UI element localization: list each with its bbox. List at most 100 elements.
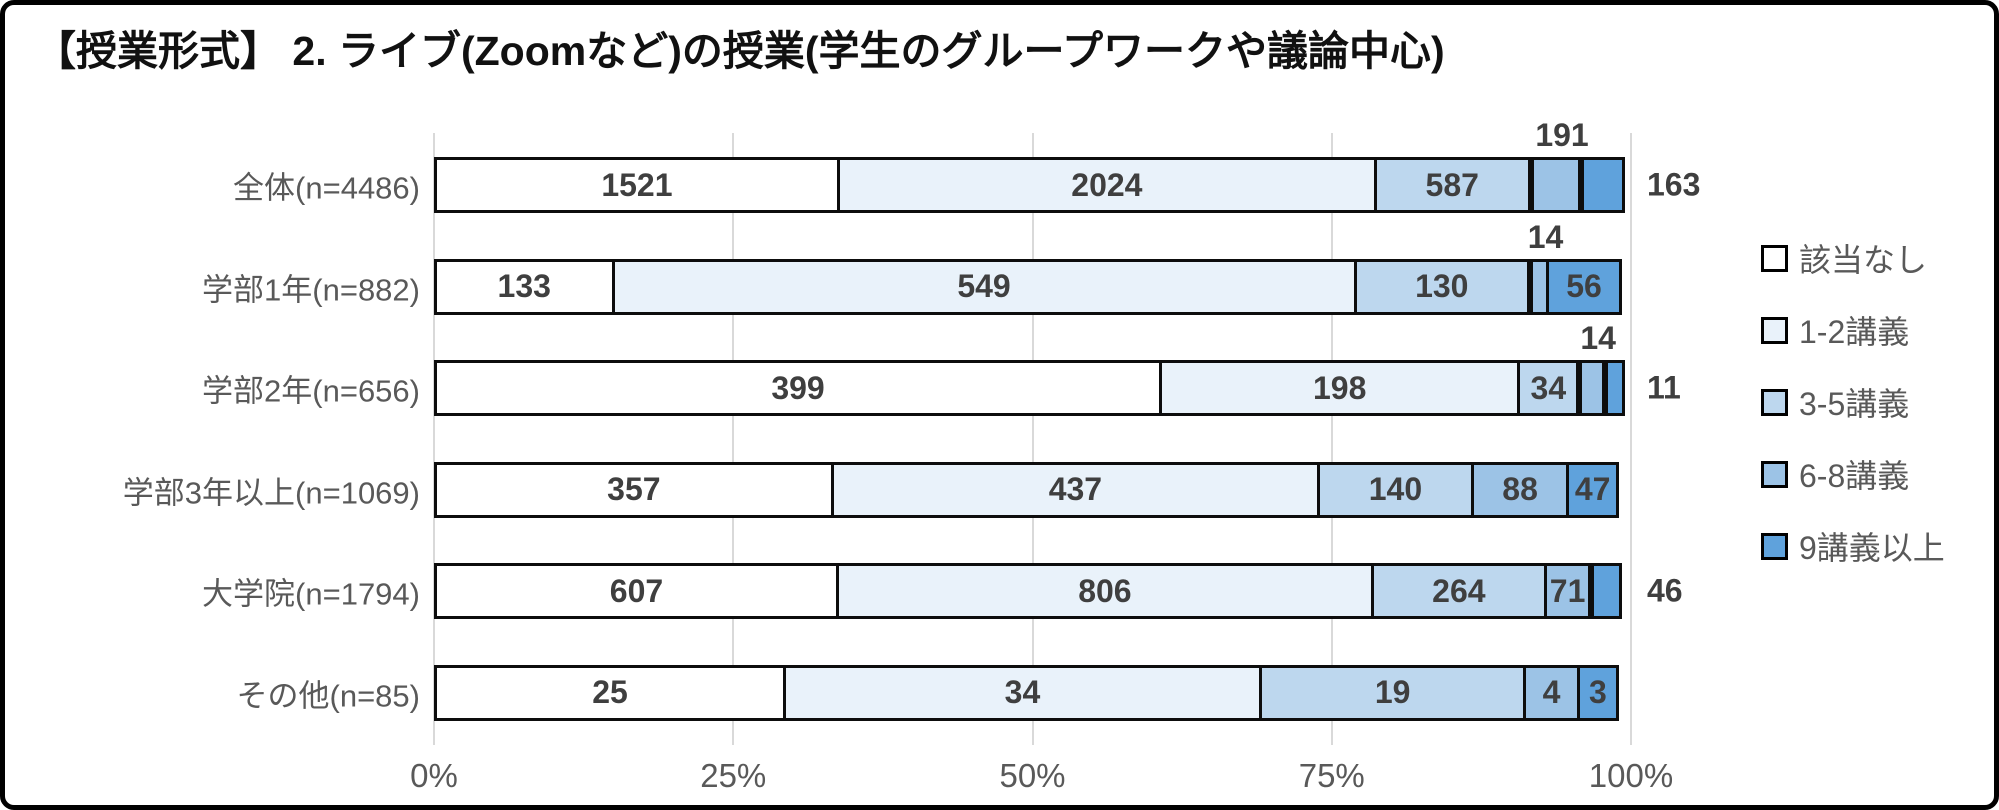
axis-tick-label: 0% (410, 757, 458, 794)
value-label: 47 (1574, 471, 1611, 507)
legend-swatch (1761, 316, 1788, 344)
chart-title: 【授業形式】 2. ライブ(Zoomなど)の授業(学生のグループワークや議論中心… (35, 28, 1445, 74)
value-label: 1521 (601, 166, 673, 203)
gridline (1330, 133, 1333, 745)
value-label: 140 (1368, 471, 1423, 507)
value-label: 25 (592, 674, 628, 710)
bar-row: 大学院(n=1794) 607 806 264 71 46 (202, 563, 1683, 619)
value-label: 198 (1312, 369, 1367, 406)
bar-segment: 25 (434, 664, 787, 721)
bar-segment: 607 (434, 563, 839, 619)
value-label: 357 (607, 471, 661, 507)
bar-segment (1604, 360, 1625, 416)
value-label: 71 (1549, 572, 1586, 609)
value-label: 133 (497, 268, 551, 304)
bar-segment: 133 (434, 258, 615, 315)
value-label: 34 (1530, 369, 1567, 406)
legend-swatch (1761, 244, 1788, 272)
bar-segment: 357 (434, 461, 834, 518)
value-label: 56 (1566, 268, 1602, 304)
gridline (1031, 133, 1034, 745)
legend-label: 1-2講義 (1799, 314, 1910, 350)
value-label: 587 (1425, 166, 1479, 203)
bar-segment (1591, 563, 1622, 619)
bar-segment: 2024 (836, 157, 1377, 213)
category-label: 学部1年(n=882) (202, 272, 420, 307)
legend-label: 3-5講義 (1799, 386, 1910, 422)
legend-item: 3-5講義 (1761, 385, 1945, 422)
value-label: 264 (1432, 572, 1486, 609)
bar-segment: 437 (830, 461, 1321, 518)
bar-segment: 34 (1517, 360, 1580, 416)
value-label: 437 (1048, 471, 1103, 507)
category-label: 学部3年以上(n=1069) (122, 475, 420, 510)
value-label: 399 (771, 369, 825, 406)
legend-label: 該当なし (1799, 242, 1928, 278)
bar-segment: 56 (1545, 258, 1622, 315)
value-label: 3 (1588, 674, 1607, 710)
bar-segment (1579, 360, 1605, 416)
axis-tick-label: 100% (1588, 757, 1674, 794)
bar-segment (1581, 157, 1625, 213)
bar-row: 学部3年以上(n=1069) 357 437 140 88 47 (123, 461, 1631, 518)
gridline (732, 133, 735, 745)
value-label: 130 (1415, 268, 1469, 304)
value-label: 46 (1647, 572, 1683, 609)
bar-segment: 4 (1523, 664, 1580, 721)
bar-segment: 140 (1317, 461, 1474, 518)
bar-segment: 1521 (434, 157, 840, 213)
bar-segment: 549 (611, 258, 1357, 315)
bar-segment: 3 (1576, 664, 1619, 721)
legend-item: 9講義以上 (1761, 529, 1945, 566)
category-label: 全体(n=4486) (233, 170, 420, 206)
value-label: 2024 (1071, 166, 1143, 203)
axis-tick-label: 50% (999, 757, 1066, 794)
legend: 該当なし 1-2講義 3-5講義 6-8講義 9講義以上 (1761, 241, 1945, 601)
gridline (1630, 133, 1632, 745)
category-label: その他(n=85) (236, 678, 420, 713)
legend-swatch (1761, 460, 1788, 488)
category-label: 学部2年(n=656) (202, 373, 420, 409)
legend-label: 6-8講義 (1799, 458, 1910, 494)
bar-segment: 19 (1258, 664, 1527, 721)
legend-swatch (1761, 532, 1788, 560)
bar-segment (1530, 157, 1582, 213)
bar-segment: 587 (1373, 157, 1531, 213)
value-label: 549 (957, 268, 1011, 304)
bar-segment: 47 (1566, 461, 1619, 518)
category-label: 大学院(n=1794) (202, 576, 420, 612)
legend-item: 6-8講義 (1761, 457, 1945, 494)
bar-segment: 88 (1470, 461, 1570, 518)
value-label: 4 (1542, 674, 1561, 710)
value-label: 88 (1502, 471, 1538, 507)
gridline (433, 133, 435, 745)
value-label: 14 (1580, 320, 1616, 356)
plot-area: 0% 25% 50% 75% 100% 全体(n=4486) 1521 2024 587 191 1… (123, 117, 1701, 794)
bar-row: その他(n=85) 25 34 19 4 3 (237, 664, 1631, 721)
axis-tick-label: 25% (700, 757, 767, 794)
value-label: 14 (1527, 218, 1564, 255)
legend-label: 9講義以上 (1799, 530, 1945, 566)
bar-segment: 399 (434, 360, 1163, 416)
value-label: 191 (1535, 117, 1589, 153)
bar-segment: 34 (783, 664, 1262, 721)
bar-segment: 198 (1159, 360, 1521, 416)
bar-row: 全体(n=4486) 1521 2024 587 191 163 (233, 117, 1700, 213)
bar-segment: 264 (1370, 563, 1547, 619)
bar-segment: 130 (1353, 258, 1530, 315)
legend-item: 1-2講義 (1761, 313, 1945, 350)
value-label: 19 (1374, 674, 1411, 710)
axis-tick-label: 75% (1298, 757, 1365, 794)
legend-item: 該当なし (1761, 241, 1945, 278)
value-label: 34 (1004, 674, 1041, 710)
value-label: 11 (1647, 369, 1681, 406)
bar-row: 学部2年(n=656) 399 198 34 14 11 (202, 320, 1681, 416)
bar-segment: 71 (1543, 563, 1592, 619)
value-label: 806 (1078, 572, 1132, 609)
value-label: 163 (1647, 166, 1701, 203)
bar-row: 学部1年(n=882) 133 549 130 14 56 (202, 219, 1631, 315)
value-label: 607 (609, 572, 664, 609)
legend-swatch (1761, 388, 1788, 416)
bar-segment: 806 (836, 563, 1374, 619)
